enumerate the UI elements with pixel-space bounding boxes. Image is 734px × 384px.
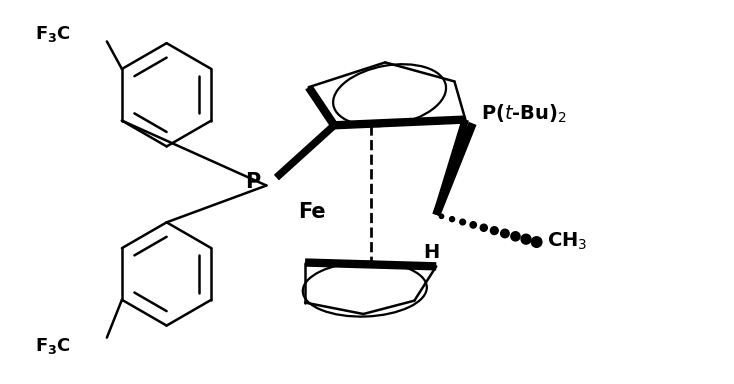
- Circle shape: [531, 237, 542, 247]
- Text: $\mathbf{F_3C}$: $\mathbf{F_3C}$: [35, 336, 71, 356]
- Circle shape: [440, 214, 443, 218]
- Text: P($\mathit{t}$-Bu)$_2$: P($\mathit{t}$-Bu)$_2$: [481, 102, 567, 124]
- Text: H: H: [423, 243, 440, 262]
- Text: CH$_3$: CH$_3$: [547, 231, 587, 252]
- Circle shape: [470, 222, 476, 228]
- Circle shape: [480, 224, 487, 231]
- Circle shape: [449, 217, 454, 222]
- Text: Fe: Fe: [299, 202, 326, 222]
- Text: P: P: [245, 172, 260, 192]
- Circle shape: [511, 232, 520, 241]
- Circle shape: [501, 229, 509, 238]
- Circle shape: [521, 234, 531, 244]
- Text: $\mathbf{F_3C}$: $\mathbf{F_3C}$: [35, 24, 71, 44]
- Circle shape: [459, 219, 465, 225]
- Circle shape: [490, 227, 498, 235]
